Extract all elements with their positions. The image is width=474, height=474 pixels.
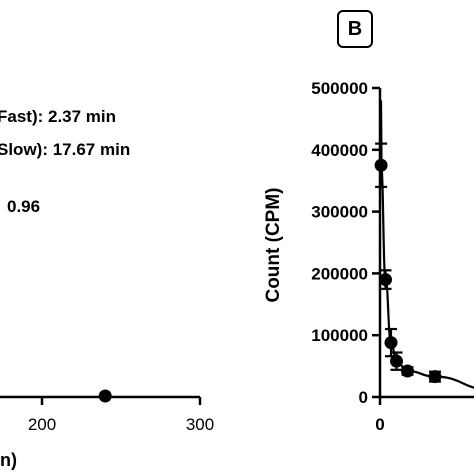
panel-a-points (98, 389, 112, 403)
panel-a-x-tick-label: 300 (186, 415, 214, 434)
panel-b-y-axis-label: Count (CPM) (263, 187, 284, 302)
panel-a-x-axis-label: n) (0, 450, 17, 470)
panel-a-x-tick-label: 200 (28, 415, 56, 434)
panel-b-points (374, 142, 442, 384)
panel-b-point (374, 158, 388, 172)
panel-b-y-tick-label: 0 (359, 388, 368, 407)
panel-b-y-tick-label: 300000 (311, 203, 368, 222)
panel-b-y-tick-label: 200000 (311, 264, 368, 283)
panel-a-point (98, 389, 112, 403)
annotation-fast: Fast): 2.37 min (0, 107, 116, 126)
panel-b-x-ticks: 0 (375, 397, 385, 434)
panel-b: 500000 400000 300000 200000 100000 0 0 Count … (263, 79, 474, 434)
panel-a-x-ticks: 200 300 (28, 397, 214, 434)
panel-b-point (401, 364, 414, 378)
panel-b-y-tick-label: 100000 (311, 326, 368, 345)
panel-b-label: B (337, 10, 373, 48)
annotation-slow: Slow): 17.67 min (0, 140, 130, 159)
panel-b-y-tick-label: 400000 (311, 141, 368, 160)
panel-a: Fast): 2.37 min Slow): 17.67 min 0.96 20… (0, 107, 214, 470)
annotation-r2: 0.96 (7, 197, 40, 216)
panel-b-point (428, 370, 442, 384)
panel-b-point (390, 354, 403, 368)
panel-b-point (379, 273, 392, 287)
panel-b-y-tick-label: 500000 (311, 79, 368, 98)
panel-b-y-ticks: 500000 400000 300000 200000 100000 0 (311, 79, 380, 407)
panel-b-point (384, 336, 398, 350)
panel-b-x-tick-label: 0 (375, 415, 384, 434)
